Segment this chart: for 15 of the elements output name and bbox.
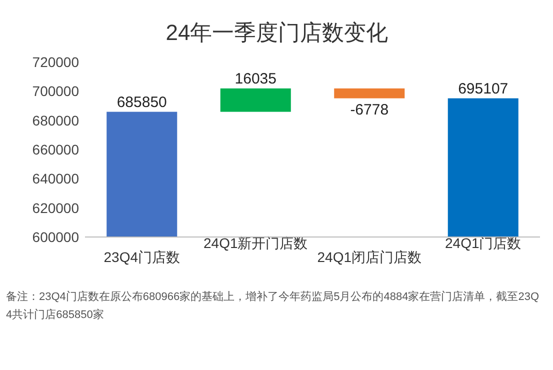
y-tick-label: 600000 <box>32 229 80 245</box>
y-tick-label: 680000 <box>32 112 80 128</box>
chart-title: 24年一季度门店数变化 <box>166 20 388 45</box>
data-label: 685850 <box>116 94 167 111</box>
x-tick-label: 24Q1闭店门店数 <box>317 249 422 265</box>
data-label: -6778 <box>350 101 389 118</box>
text: 备注：23Q4门店数在原公布680966家的基础上，增补了今年药监局5月公布的4884家在营门店清单，截至23Q4共计门店685850家 <box>6 290 540 321</box>
data-label: 695107 <box>458 80 508 98</box>
x-tick-label: 23Q4门店数 <box>104 249 180 265</box>
y-tick-label: 700000 <box>32 83 80 100</box>
y-tick-label: 640000 <box>32 170 80 187</box>
y-tick-label: 620000 <box>32 200 80 216</box>
y-tick-label: 660000 <box>32 142 80 158</box>
y-tick-label: 720000 <box>32 54 80 70</box>
data-label: 16035 <box>234 70 276 88</box>
